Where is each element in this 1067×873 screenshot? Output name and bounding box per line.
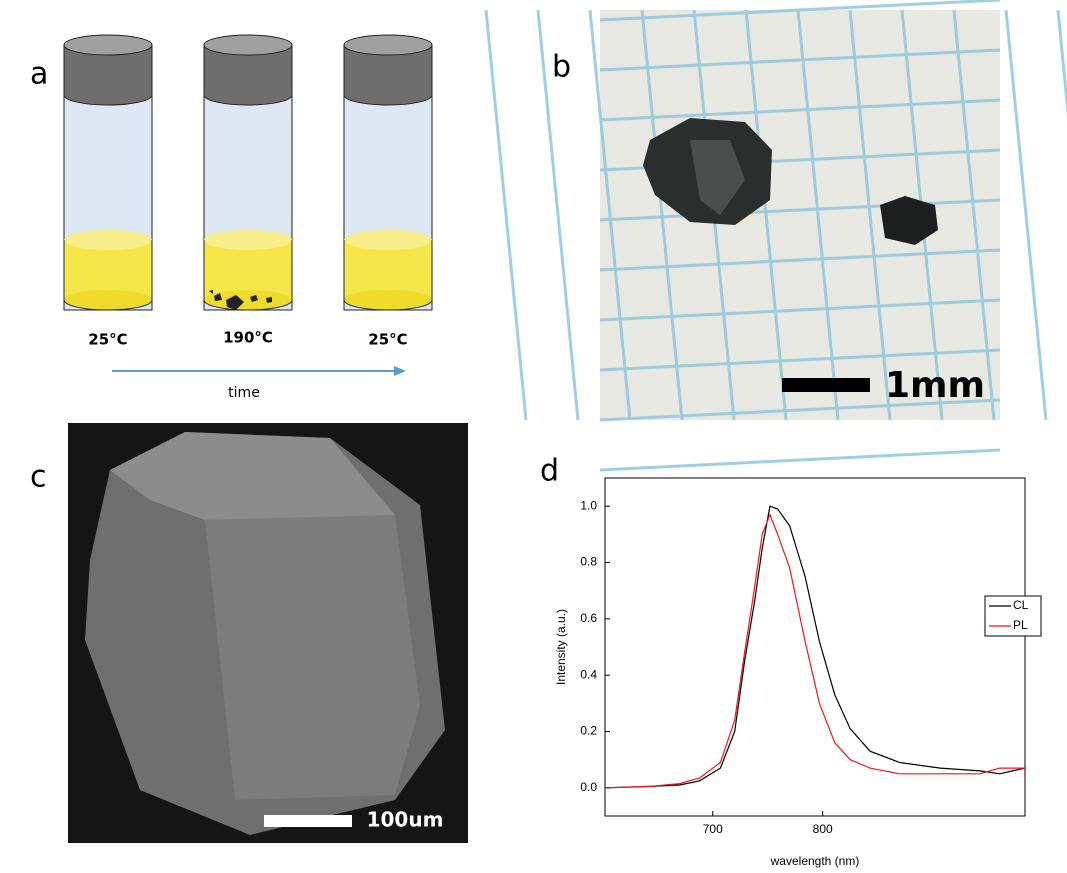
scale-label: 100um (367, 808, 444, 832)
grid-paper-line (1058, 10, 1067, 420)
vial (64, 35, 152, 310)
panel-c: c 100um (30, 423, 468, 843)
x-axis-label: wavelength (nm) (770, 854, 860, 868)
legend-label: PL (1013, 618, 1028, 632)
grid-paper-line (1006, 10, 1046, 420)
series-line (605, 515, 1025, 788)
panel-label: b (552, 50, 571, 85)
temperature: 25°C (368, 331, 407, 349)
temperature: 190°C (223, 329, 273, 347)
y-tick-label: 0.4 (580, 667, 597, 681)
panel-label: c (30, 460, 47, 495)
legend-label: CL (1013, 598, 1029, 612)
crystal-face (205, 515, 420, 800)
x-tick-label: 700 (703, 822, 723, 836)
grid-paper-line (486, 10, 526, 420)
vial (204, 35, 292, 310)
scale-bar (782, 378, 870, 392)
panel-b: b 1mm (486, 0, 1067, 470)
arrow-head (394, 366, 406, 376)
plot-frame (605, 478, 1025, 816)
vial (344, 35, 432, 310)
grid-paper-line (600, 450, 1000, 470)
x-tick-label: 800 (813, 822, 833, 836)
y-tick-label: 0.0 (580, 780, 597, 794)
panel-d: d wavelength (nm) Intensity (a.u.) 0.0 0.… (540, 454, 1041, 869)
arrow-label: time (228, 385, 260, 401)
y-tick-label: 0.8 (580, 555, 597, 569)
panel-label: d (540, 454, 559, 489)
y-axis-label: Intensity (a.u.) (554, 609, 568, 685)
y-tick-label: 1.0 (580, 498, 597, 512)
series-line (605, 506, 1025, 788)
temperature: 25°C (88, 331, 127, 349)
y-tick-label: 0.6 (580, 611, 597, 625)
panel-label: a (30, 57, 48, 92)
y-tick-label: 0.2 (580, 724, 597, 738)
scale-bar (264, 815, 352, 827)
panel-a: a 25°C 190°C 25°C time (30, 35, 432, 401)
figure: a 25°C 190°C 25°C time b 1mm c (0, 0, 1067, 873)
scale-label: 1mm (885, 365, 985, 406)
